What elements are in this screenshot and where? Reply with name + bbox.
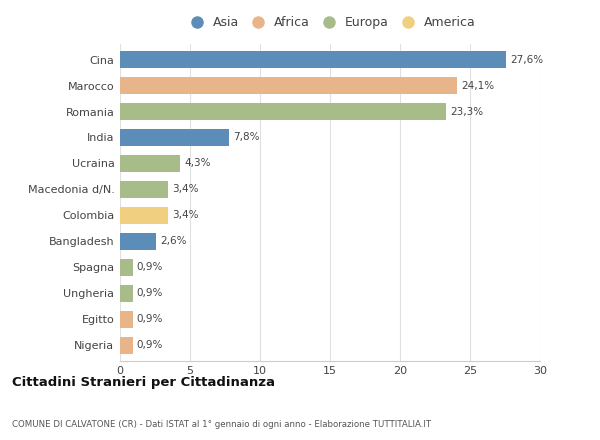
Text: 0,9%: 0,9%	[137, 262, 163, 272]
Text: COMUNE DI CALVATONE (CR) - Dati ISTAT al 1° gennaio di ogni anno - Elaborazione : COMUNE DI CALVATONE (CR) - Dati ISTAT al…	[12, 420, 431, 429]
Bar	[120, 311, 133, 328]
Text: 3,4%: 3,4%	[172, 210, 198, 220]
Text: Cittadini Stranieri per Cittadinanza: Cittadini Stranieri per Cittadinanza	[12, 376, 275, 389]
Bar	[120, 77, 457, 94]
Text: 7,8%: 7,8%	[233, 132, 260, 143]
Bar	[120, 129, 229, 146]
Legend: Asia, Africa, Europa, America: Asia, Africa, Europa, America	[182, 13, 478, 31]
Bar	[120, 207, 167, 224]
Text: 23,3%: 23,3%	[451, 106, 484, 117]
Text: 2,6%: 2,6%	[161, 236, 187, 246]
Bar	[120, 233, 157, 250]
Bar	[120, 285, 133, 302]
Bar	[120, 337, 133, 354]
Text: 0,9%: 0,9%	[137, 288, 163, 298]
Text: 4,3%: 4,3%	[184, 158, 211, 169]
Bar	[120, 51, 506, 68]
Text: 0,9%: 0,9%	[137, 340, 163, 350]
Text: 27,6%: 27,6%	[511, 55, 544, 65]
Text: 0,9%: 0,9%	[137, 314, 163, 324]
Text: 24,1%: 24,1%	[461, 81, 495, 91]
Bar	[120, 155, 180, 172]
Text: 3,4%: 3,4%	[172, 184, 198, 194]
Bar	[120, 259, 133, 276]
Bar	[120, 181, 167, 198]
Bar	[120, 103, 446, 120]
